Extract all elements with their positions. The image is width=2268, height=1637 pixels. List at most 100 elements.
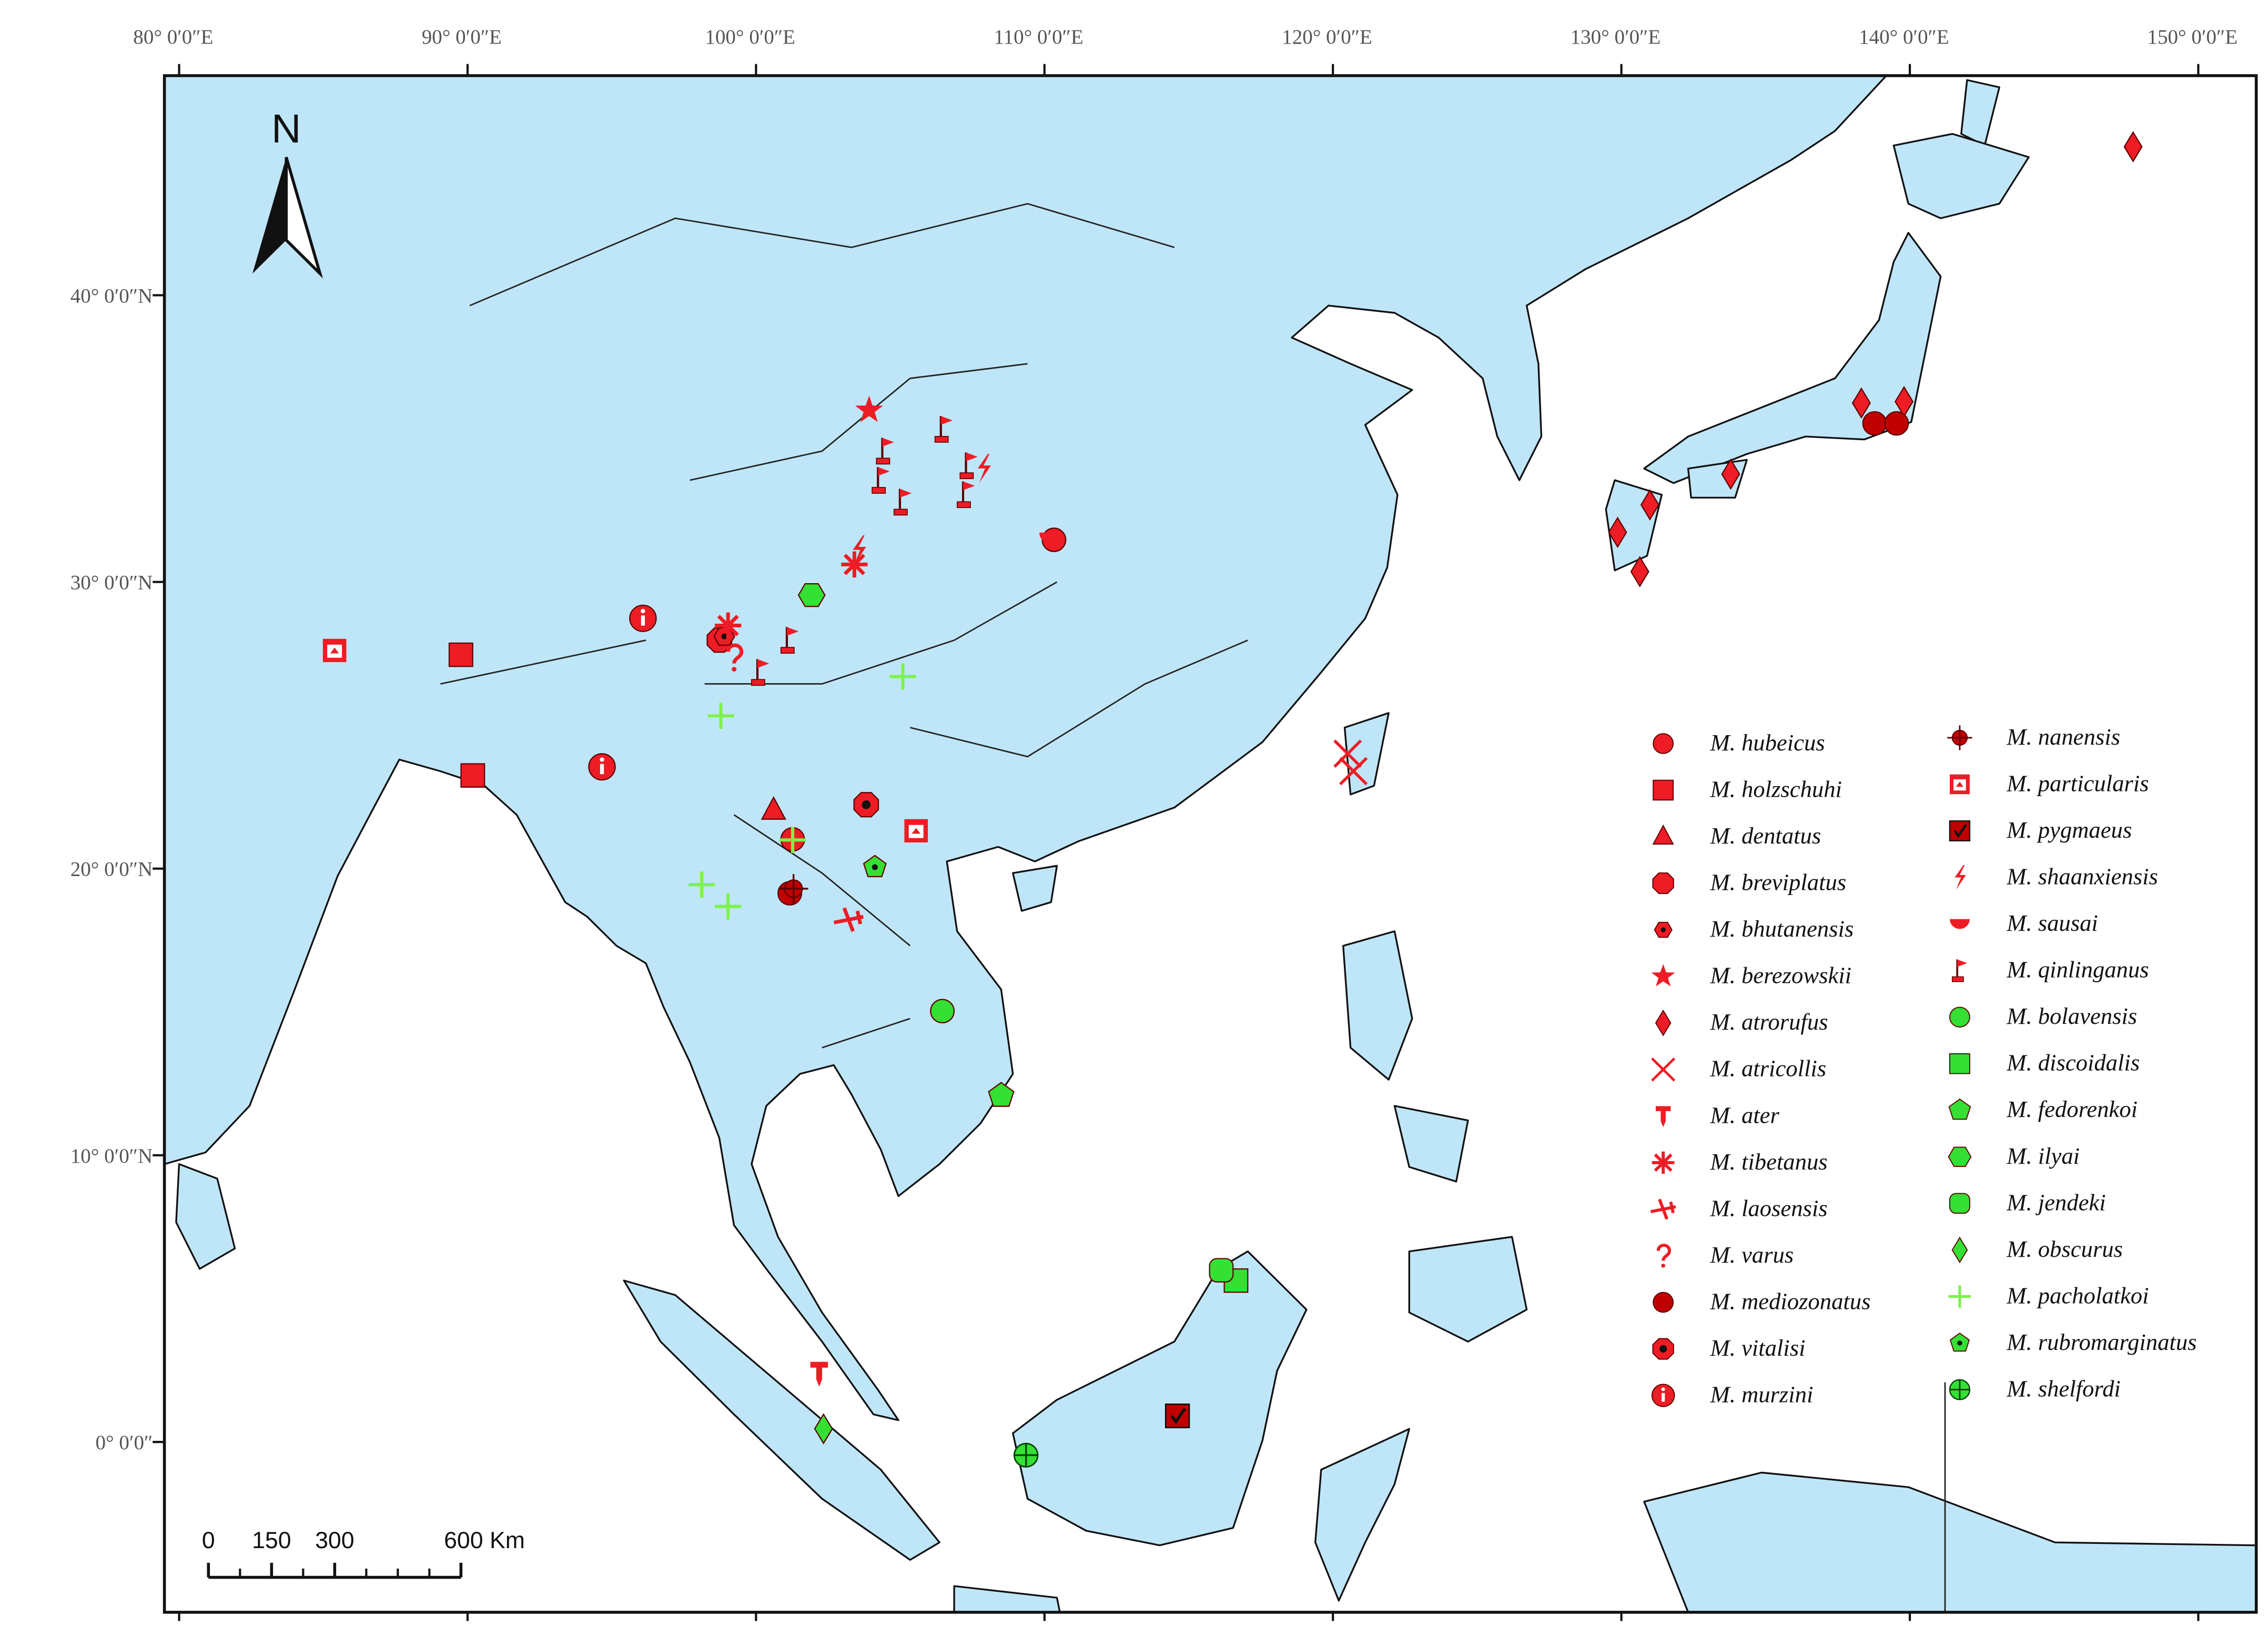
legend-symbol [1653, 733, 1674, 754]
legend-symbol [1651, 1057, 1676, 1082]
species-point [855, 395, 883, 422]
species-point [957, 481, 975, 509]
legend-symbol [1651, 1384, 1675, 1407]
scale-label: 300 [315, 1528, 354, 1553]
legend-label: M. nanensis [2006, 724, 2120, 750]
species-point [1630, 556, 1649, 587]
legend-symbol [1949, 1333, 1970, 1352]
species-point [977, 454, 991, 483]
marker-part [1653, 779, 1674, 801]
species-point [1721, 458, 1740, 490]
marker-part [930, 999, 955, 1023]
sulawesi [1314, 1428, 1410, 1602]
species-point [893, 489, 912, 516]
marker-part [899, 489, 912, 498]
scale-label: 600 Km [444, 1528, 525, 1553]
marker-part [757, 659, 770, 668]
species-point [853, 792, 879, 818]
species-point [1640, 489, 1659, 521]
marker-part [1949, 1006, 1970, 1028]
marker-part [1862, 411, 1887, 436]
marker-part [1652, 872, 1674, 894]
legend-symbol [1949, 1379, 1971, 1400]
marker-part [855, 395, 883, 422]
legend-symbol [1652, 1338, 1674, 1360]
species-point [588, 753, 616, 781]
species-point [934, 416, 953, 443]
marker-part [872, 864, 878, 870]
legend-label: M. hubeicus [1709, 729, 1825, 756]
legend-symbol [1951, 1236, 1968, 1264]
marker-part [1948, 1098, 1971, 1120]
species-point [715, 612, 742, 639]
legend-label: M. laosensis [1709, 1195, 1827, 1222]
marker-part [912, 828, 921, 834]
scale-label: 0 [202, 1528, 215, 1553]
species-point [1039, 532, 1063, 544]
mindanao [1408, 1236, 1528, 1343]
marker-part [872, 487, 886, 494]
species-point [1333, 739, 1362, 768]
legend-symbol [1949, 820, 1971, 842]
legend-label: M. obscurus [2006, 1236, 2123, 1262]
legend-label: M. bhutanensis [1709, 916, 1854, 942]
legend-label: M. jendeki [2006, 1189, 2105, 1215]
x-tick-label: 80° 0′0″E [133, 26, 213, 48]
marker-part [751, 679, 765, 686]
marker-part [1949, 919, 1970, 929]
marker-part [1661, 1264, 1665, 1268]
marker-part [2123, 131, 2143, 162]
marker-part [460, 763, 485, 788]
legend-label: M. dentatus [1709, 822, 1821, 849]
legend-symbol [1955, 865, 1966, 890]
species-point [959, 452, 978, 480]
species-point [930, 999, 955, 1023]
marker-part [330, 647, 339, 654]
luzon [1342, 930, 1413, 1081]
marker-part [1949, 1193, 1970, 1214]
legend-label: M. fedorenkoi [2006, 1096, 2138, 1122]
species-point [726, 643, 744, 672]
marker-part [940, 416, 953, 425]
legend-symbol [1654, 921, 1673, 938]
marker-part [1947, 725, 1972, 750]
species-point [833, 907, 864, 932]
marker-part [732, 667, 737, 672]
marker-part [448, 642, 473, 667]
north-label: N [271, 106, 301, 151]
marker-part [963, 481, 975, 491]
marker-part [1884, 411, 1909, 436]
species-point [460, 763, 485, 788]
marker-part [959, 472, 974, 480]
species-point [761, 796, 787, 820]
marker-part [1170, 1408, 1186, 1425]
y-tick-label: 20° 0′0″N [70, 858, 153, 881]
marker-part [726, 643, 744, 664]
species-point [841, 551, 868, 578]
species-point [1862, 411, 1887, 436]
legend-label: M. sausai [2006, 910, 2098, 936]
legend-label: M. discoidalis [2006, 1050, 2140, 1076]
species-point [1884, 411, 1909, 436]
marker-part [779, 827, 806, 853]
marker-part [1721, 458, 1740, 490]
species-point [889, 663, 916, 690]
species-point [1851, 387, 1871, 419]
marker-part [977, 454, 991, 483]
legend-symbol [1949, 774, 1970, 795]
legend-label: M. shelfordi [2006, 1376, 2121, 1402]
y-tick-label: 0° 0′0″ [95, 1431, 153, 1454]
marker-part [1333, 739, 1362, 768]
legend-symbol [1948, 1098, 1971, 1120]
species-point [322, 638, 347, 663]
species-point [688, 871, 715, 898]
legend-label: M. ater [1709, 1102, 1779, 1128]
marker-part [600, 764, 604, 775]
marker-part [1957, 1340, 1962, 1346]
marker-part [1660, 927, 1666, 932]
legend-label: M. qinlinganus [2006, 957, 2149, 983]
legend-symbol [1951, 959, 1968, 982]
species-point [751, 659, 770, 686]
marker-part [878, 467, 890, 476]
